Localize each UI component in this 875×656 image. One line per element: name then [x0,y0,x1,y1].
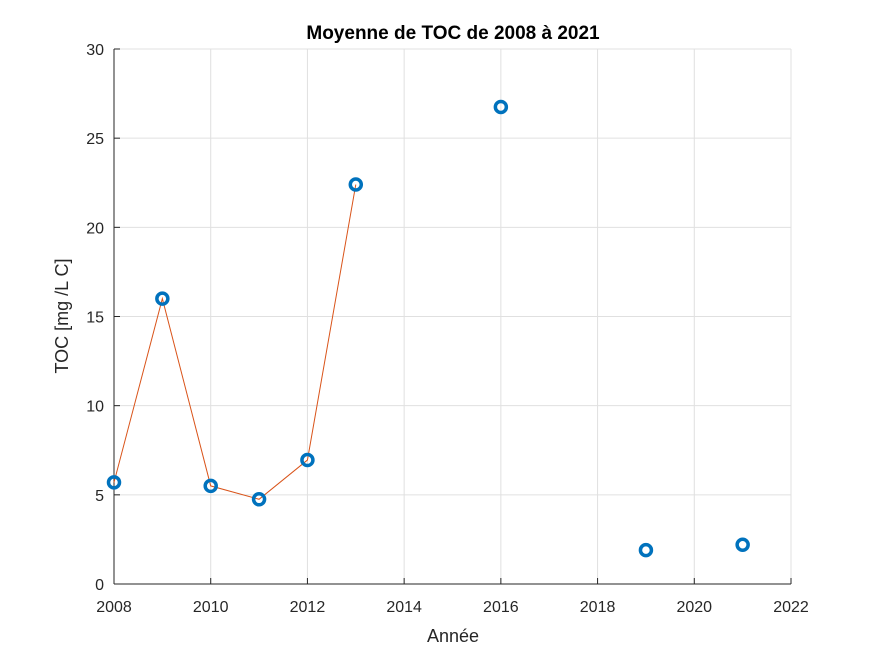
y-tick-label: 15 [86,310,104,327]
x-tick-label: 2018 [580,599,616,616]
y-tick-label: 20 [86,220,104,237]
chart-title: Moyenne de TOC de 2008 à 2021 [306,23,600,44]
x-tick-label: 2014 [386,599,422,616]
series-line [113,184,357,500]
x-tick-label: 2010 [193,599,229,616]
data-point [106,475,122,490]
x-axis-label: Année [427,626,479,646]
y-tick-label: 0 [95,577,104,594]
ticks: 2008 2010 2012 2014 2016 2018 2020 2022 0 5 10 15 20… [86,42,809,616]
y-tick-label: 5 [95,488,104,505]
data-point [348,177,364,192]
x-tick-label: 2012 [290,599,326,616]
x-tick-label: 2022 [773,599,809,616]
y-tick-label: 25 [86,131,104,148]
x-tick-label: 2008 [96,599,132,616]
grid [113,48,792,585]
data-point [155,291,170,306]
x-tick-label: 2016 [483,599,519,616]
data-point [638,542,654,558]
data-point [203,478,218,494]
data-point [300,452,315,468]
y-tick-label: 10 [86,399,104,416]
data-point [493,99,509,115]
plot-area [106,99,750,558]
y-axis-label: TOC [mg /L C] [52,258,72,373]
data-point [735,537,750,553]
y-tick-label: 30 [86,42,104,59]
data-point [251,492,267,507]
x-tick-label: 2020 [676,599,712,616]
